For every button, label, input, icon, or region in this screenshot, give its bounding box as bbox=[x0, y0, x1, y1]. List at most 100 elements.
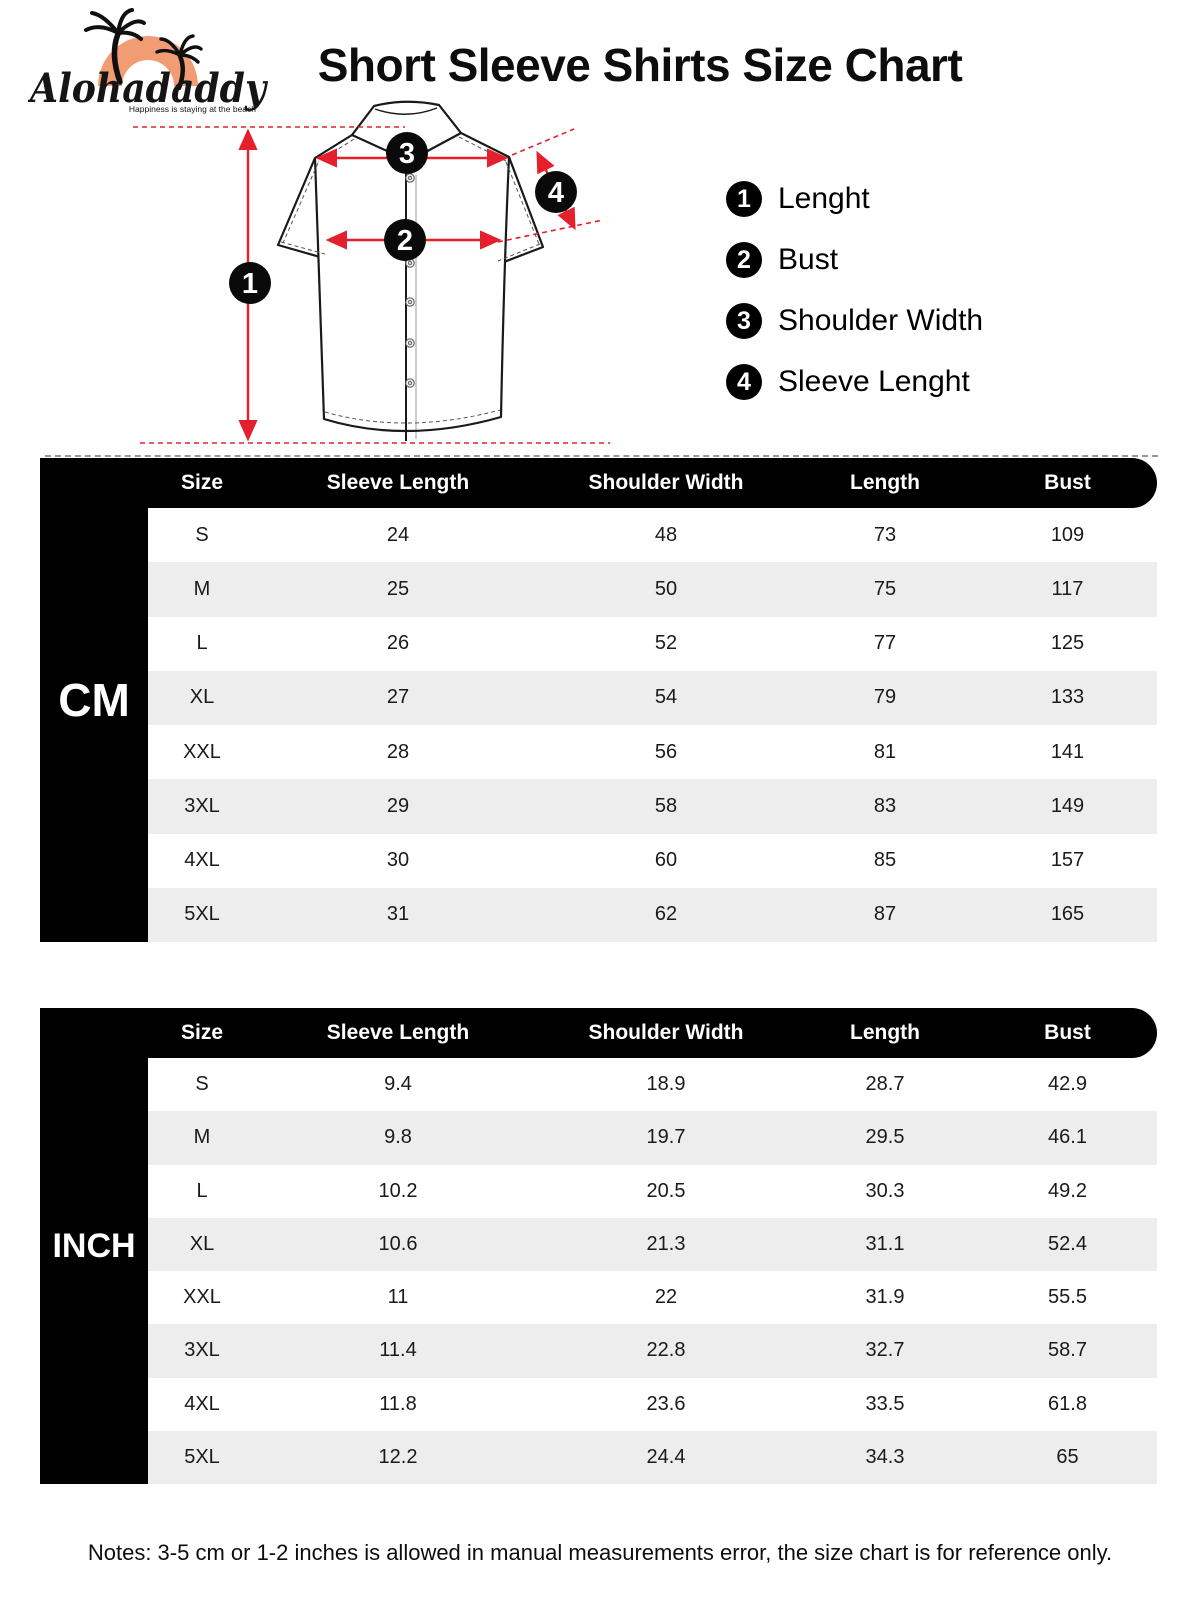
legend-label: Lenght bbox=[778, 182, 870, 215]
table-cell: XL bbox=[189, 1232, 215, 1255]
table-header-row: Size Sleeve Length Shoulder Width Length Bus… bbox=[40, 458, 1157, 508]
measurement-badge-3: 3 bbox=[386, 132, 428, 174]
table-cell: XL bbox=[189, 686, 215, 709]
table-cell: 19.7 bbox=[646, 1126, 686, 1149]
table-row: 3XL 11.4 22.8 32.7 58.7 bbox=[148, 1324, 1157, 1378]
legend-number-badge: 2 bbox=[726, 242, 762, 278]
table-cell: 24 bbox=[386, 523, 410, 546]
measurement-badge-4: 4 bbox=[535, 171, 577, 213]
table-cell: 27 bbox=[386, 686, 410, 709]
table-row: M 25 50 75 117 bbox=[148, 562, 1157, 617]
table-row: 5XL 12.2 24.4 34.3 65 bbox=[148, 1430, 1157, 1484]
table-cell: XXL bbox=[183, 1286, 221, 1309]
legend-number-badge: 1 bbox=[726, 181, 762, 217]
table-cell: 30.3 bbox=[865, 1179, 905, 1202]
table-cell: 125 bbox=[1050, 632, 1085, 655]
svg-text:2: 2 bbox=[397, 225, 413, 257]
dashed-separator bbox=[45, 455, 1158, 457]
table-row: 4XL 30 60 85 157 bbox=[148, 833, 1157, 888]
column-header: Sleeve Length bbox=[326, 1021, 470, 1044]
legend-number-badge: 4 bbox=[726, 364, 762, 400]
table-cell: 87 bbox=[873, 903, 897, 926]
legend-item-shoulder-width: 3 Shoulder Width bbox=[726, 302, 983, 340]
table-cell: 79 bbox=[873, 686, 897, 709]
legend-number-badge: 3 bbox=[726, 303, 762, 339]
svg-text:4: 4 bbox=[548, 177, 564, 209]
table-cell: 20.5 bbox=[646, 1179, 686, 1202]
table-cell: 133 bbox=[1050, 686, 1085, 709]
table-cell: 58.7 bbox=[1048, 1339, 1087, 1362]
table-body: S 9.4 18.9 28.7 42.9 M 9.8 19.7 29.5 46.1 L 10.2 20.… bbox=[148, 1058, 1157, 1484]
table-cell: 61.8 bbox=[1048, 1392, 1087, 1415]
shirt-seam-stitches bbox=[280, 136, 541, 424]
table-row: M 9.8 19.7 29.5 46.1 bbox=[148, 1111, 1157, 1165]
table-cell: 60 bbox=[654, 849, 678, 872]
table-cell: 28.7 bbox=[865, 1073, 905, 1096]
table-cell: 33.5 bbox=[865, 1392, 905, 1415]
table-cell: 22 bbox=[654, 1286, 678, 1309]
table-cell: 24.4 bbox=[646, 1445, 686, 1468]
svg-text:1: 1 bbox=[242, 268, 258, 300]
table-cell: 31.1 bbox=[865, 1232, 905, 1255]
table-cell: 21.3 bbox=[646, 1232, 686, 1255]
measurement-legend: 1 Lenght 2 Bust 3 Shoulder Width 4 Sleev… bbox=[726, 180, 983, 424]
table-cell: 34.3 bbox=[865, 1445, 905, 1468]
table-cell: 3XL bbox=[184, 1339, 220, 1362]
table-header-row: Size Sleeve Length Shoulder Width Length Bus… bbox=[40, 1008, 1157, 1058]
table-cell: 56 bbox=[654, 740, 678, 763]
table-cell: 9.8 bbox=[384, 1126, 412, 1149]
table-cell: 117 bbox=[1051, 577, 1084, 600]
table-cell: 10.6 bbox=[378, 1232, 418, 1255]
table-row: XXL 11 22 31.9 55.5 bbox=[148, 1271, 1157, 1325]
shirt-measurement-diagram: 1 2 3 4 bbox=[133, 100, 610, 444]
notes-text: Notes: 3-5 cm or 1-2 inches is allowed i… bbox=[87, 1540, 1113, 1565]
table-cell: 10.2 bbox=[378, 1179, 418, 1202]
legend-label: Sleeve Lenght bbox=[778, 365, 970, 398]
table-cell: 26 bbox=[386, 632, 410, 655]
table-cell: 29 bbox=[386, 794, 410, 817]
table-cell: M bbox=[193, 577, 211, 600]
legend-item-length: 1 Lenght bbox=[726, 180, 983, 218]
table-cell: 11.8 bbox=[379, 1392, 417, 1415]
table-cell: 4XL bbox=[184, 849, 220, 872]
measurement-badge-2: 2 bbox=[384, 219, 426, 261]
table-cell: 77 bbox=[873, 632, 897, 655]
legend-label: Bust bbox=[778, 243, 839, 276]
table-cell: 58 bbox=[654, 794, 678, 817]
table-cell: 29.5 bbox=[865, 1126, 905, 1149]
palm-tree-icon bbox=[84, 8, 146, 85]
column-header: Shoulder Width bbox=[588, 1021, 744, 1044]
table-cell: 54 bbox=[654, 686, 678, 709]
collar-band-line bbox=[374, 107, 438, 115]
table-row: XL 27 54 79 133 bbox=[148, 670, 1157, 725]
size-table-inch: INCH Size Sleeve Length Shoulder Width Leng… bbox=[40, 1008, 1157, 1484]
table-cell: 149 bbox=[1050, 794, 1085, 817]
table-row: S 9.4 18.9 28.7 42.9 bbox=[148, 1058, 1157, 1112]
table-cell: 31 bbox=[386, 903, 410, 926]
table-cell: 52.4 bbox=[1048, 1232, 1087, 1255]
brand-tagline: Happiness is staying at the beach bbox=[129, 104, 256, 114]
table-cell: 65 bbox=[1056, 1445, 1079, 1468]
legend-item-bust: 2 Bust bbox=[726, 241, 983, 279]
table-cell: 48 bbox=[654, 523, 678, 546]
table-row: 5XL 31 62 87 165 bbox=[148, 887, 1157, 942]
table-cell: 9.4 bbox=[384, 1073, 412, 1096]
table-cell: 30 bbox=[386, 849, 410, 872]
table-cell: XXL bbox=[183, 740, 221, 763]
table-cell: L bbox=[196, 632, 208, 655]
table-cell: 5XL bbox=[184, 1445, 220, 1468]
brand-logo: Alohadaddy Happiness is staying at the b… bbox=[26, 6, 272, 114]
shirt-collar bbox=[350, 100, 463, 163]
table-cell: 11 bbox=[387, 1286, 409, 1309]
table-cell: S bbox=[195, 523, 209, 546]
table-row: XL 10.6 21.3 31.1 52.4 bbox=[148, 1217, 1157, 1271]
table-cell: 4XL bbox=[184, 1392, 220, 1415]
table-row: L 10.2 20.5 30.3 49.2 bbox=[148, 1164, 1157, 1218]
table-cell: 62 bbox=[654, 903, 678, 926]
size-table-cm: CM Size Sleeve Length Shoulder Width Length… bbox=[40, 458, 1157, 942]
table-cell: 73 bbox=[873, 523, 897, 546]
table-cell: 22.8 bbox=[646, 1339, 686, 1362]
measurement-badge-1: 1 bbox=[229, 262, 271, 304]
page-title: Short Sleeve Shirts Size Chart bbox=[317, 39, 963, 91]
sun-icon bbox=[98, 36, 198, 86]
